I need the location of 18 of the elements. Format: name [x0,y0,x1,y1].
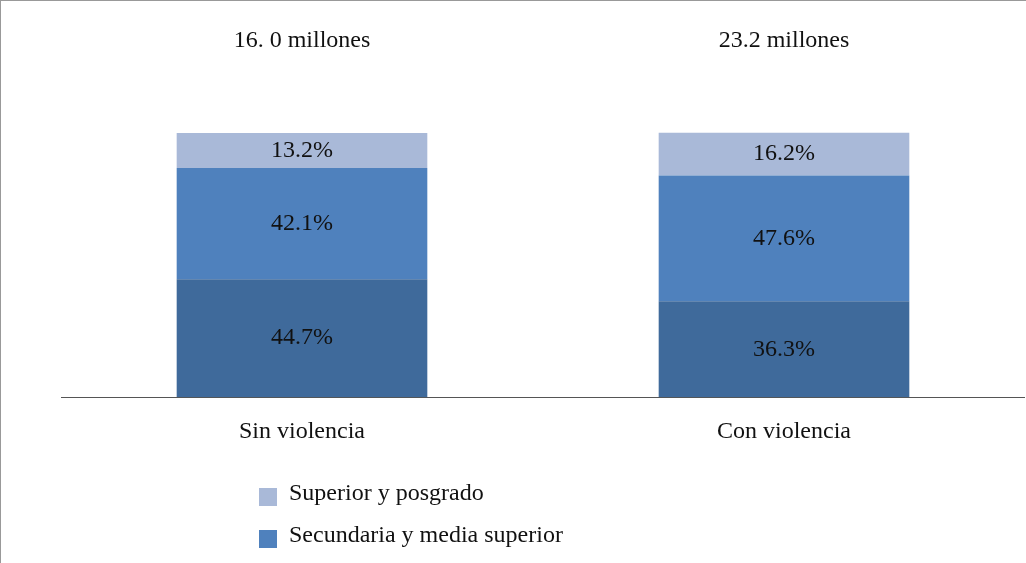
data-label: 42.1% [271,208,333,235]
bar [176,279,428,398]
x-tick-label: Con violencia [717,416,852,443]
bar [658,301,910,398]
data-label: 47.6% [753,223,815,250]
legend-label: Secundaria y media superior [289,520,563,548]
data-label: 13.2% [271,135,333,162]
data-label: 44.7% [271,323,333,350]
bar [176,167,428,280]
x-tick-label: Sin violencia [239,416,366,443]
bar [658,175,910,302]
annotation: 23.2 millones [718,26,850,53]
data-label: 36.3% [753,334,815,361]
bar [658,132,910,176]
bar [176,133,428,168]
annotation: 16. 0 millones [233,26,371,53]
data-label: 16.2% [753,139,815,166]
legend-label: Superior y posgrado [289,478,484,506]
